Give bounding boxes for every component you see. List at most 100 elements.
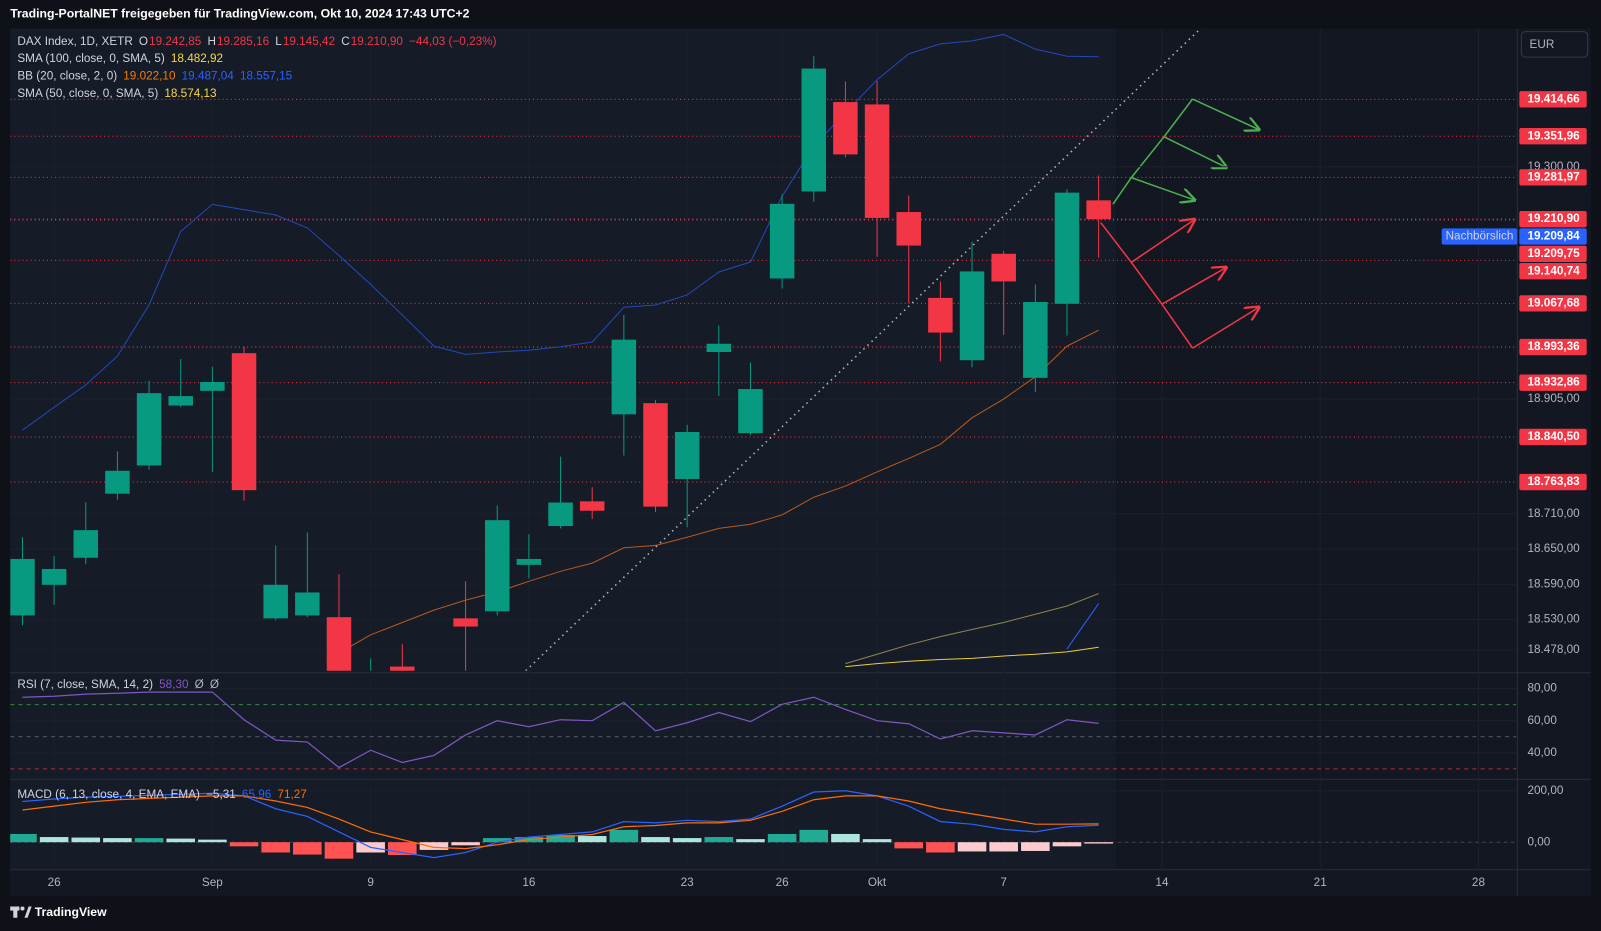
- price-label: 18.763,83: [1527, 475, 1580, 488]
- y-tick-label: 18.650,00: [1527, 542, 1580, 555]
- histogram-bar: [736, 839, 765, 843]
- legend-readout: −5,31: [206, 788, 236, 801]
- price-label: 19.209,84: [1527, 230, 1580, 243]
- histogram-bar: [293, 842, 322, 855]
- candle-body: [674, 431, 700, 479]
- candle-body: [41, 568, 67, 585]
- header-title: Trading-PortalNET freigegeben für Tradin…: [10, 7, 469, 21]
- y-tick-label: 18.710,00: [1527, 507, 1580, 520]
- x-tick-label: 28: [1472, 876, 1486, 889]
- legend-ohlc-label: L: [275, 35, 282, 48]
- legend-readout: 65,96: [242, 788, 272, 801]
- candle-body: [991, 253, 1016, 282]
- arrow: [1192, 307, 1259, 349]
- rsi-line: [22, 691, 1099, 769]
- legend-line: SMA (100, close, 0, SMA, 5) 18.482,92: [17, 52, 223, 65]
- indicator-line: [22, 33, 1099, 431]
- legend-readout: 18.482,92: [171, 52, 223, 65]
- candle-body: [200, 381, 225, 391]
- candle-body: [801, 68, 827, 192]
- candle-body: [484, 520, 510, 612]
- price-label: 18.993,36: [1527, 340, 1580, 353]
- x-tick-label: 16: [522, 876, 536, 889]
- histogram-bar: [577, 836, 607, 843]
- histogram-bar: [926, 842, 955, 853]
- histogram-bar: [39, 837, 69, 843]
- histogram-bar: [229, 842, 259, 847]
- price-label-box: [1519, 91, 1587, 108]
- x-tick-label: 21: [1314, 876, 1327, 889]
- legend-readout: 18.574,13: [164, 87, 217, 100]
- candle-body: [579, 501, 605, 511]
- candle-body: [453, 618, 478, 627]
- price-label: 19.210,90: [1527, 212, 1580, 225]
- histogram-bar: [166, 838, 196, 843]
- histogram-bar: [831, 833, 860, 843]
- candle-body: [1086, 200, 1111, 220]
- y-tick-label: 18.590,00: [1527, 577, 1580, 590]
- brand-name: TradingView: [35, 905, 107, 919]
- y-tick-label: 80,00: [1527, 682, 1557, 695]
- price-label: 19.281,97: [1527, 170, 1580, 183]
- arrow-path: [1112, 98, 1194, 205]
- candle-body: [1054, 192, 1080, 304]
- y-tick-label: 0,00: [1527, 835, 1550, 848]
- price-tag: Nachbörslich: [1446, 230, 1514, 243]
- arrow: [1161, 267, 1226, 305]
- legend-readout: 58,30: [159, 678, 189, 691]
- x-tick-label: Okt: [868, 876, 887, 889]
- x-tick-label: 26: [776, 876, 790, 889]
- trend-line: [525, 28, 1202, 671]
- price-label: 18.840,50: [1527, 430, 1580, 443]
- candle-body: [263, 584, 288, 619]
- legend-indicator-name: MACD (6, 13, close, 4, EMA, EMA): [17, 788, 200, 801]
- currency-label[interactable]: EUR: [1530, 38, 1555, 51]
- macd-line: [22, 795, 1099, 850]
- legend-readout: Ø: [195, 678, 204, 691]
- candle-body: [73, 530, 99, 558]
- price-label-box: [1519, 473, 1587, 491]
- histogram-bar: [134, 838, 164, 843]
- brand-logo: [10, 906, 32, 918]
- candle-body: [105, 470, 130, 494]
- currency-button[interactable]: [1520, 31, 1589, 58]
- price-label: 19.209,75: [1527, 247, 1580, 260]
- indicator-line: [1066, 603, 1100, 650]
- candle-body: [168, 396, 193, 406]
- candle-body: [864, 104, 890, 218]
- candle-body: [706, 343, 732, 352]
- arrow: [1130, 219, 1194, 263]
- indicator-line: [845, 646, 1099, 668]
- price-label: 18.932,86: [1527, 376, 1580, 389]
- candle-body: [1023, 302, 1048, 378]
- arrow: [1163, 136, 1226, 168]
- histogram-bar: [387, 842, 417, 856]
- price-label-box: [1519, 210, 1587, 228]
- price-label-box: [1519, 169, 1587, 186]
- legend-readout: 19.487,04: [182, 70, 235, 83]
- arrow-path: [1100, 222, 1194, 349]
- histogram-bar: [767, 833, 797, 843]
- candle-body: [326, 617, 352, 671]
- histogram-bar: [894, 842, 924, 849]
- histogram-bar: [103, 838, 132, 843]
- candle-body: [136, 393, 162, 466]
- price-label-box: [1519, 228, 1587, 245]
- histogram-bar: [609, 829, 639, 843]
- candle-body: [390, 666, 415, 671]
- legend-line: DAX Index, 1D, XETR O19.242,85 H19.285,16 L…: [17, 35, 496, 48]
- legend-title: DAX Index, 1D, XETR: [17, 35, 132, 48]
- price-label: 19.414,66: [1527, 92, 1580, 105]
- candle-body: [548, 502, 573, 527]
- legend-ohlc-value: 19.242,85: [149, 35, 202, 48]
- x-tick-label: 7: [1000, 876, 1007, 889]
- candle-body: [833, 102, 858, 155]
- x-tick-label: Sep: [202, 876, 223, 889]
- legend-ohlc-value: 19.145,42: [283, 35, 335, 48]
- histogram-bar: [546, 834, 575, 843]
- histogram-bar: [71, 837, 101, 843]
- candle-body: [10, 558, 35, 616]
- price-tag-box: [1441, 228, 1518, 245]
- price-label-box: [1519, 338, 1587, 356]
- price-label: 19.351,96: [1527, 129, 1580, 142]
